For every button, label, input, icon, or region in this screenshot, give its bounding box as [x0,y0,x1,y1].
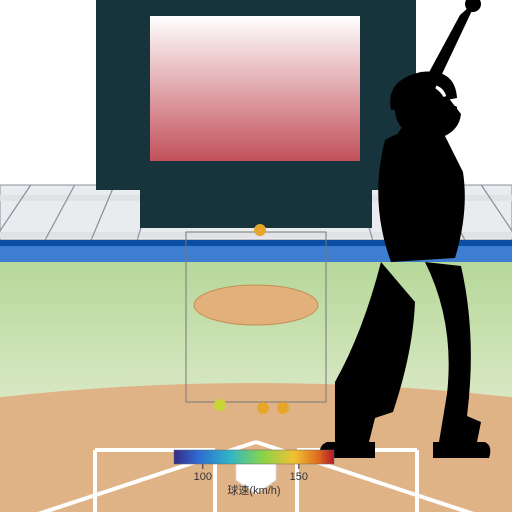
legend-tick-label: 150 [290,471,308,483]
legend-title: 球速(km/h) [227,483,280,497]
scoreboard [96,0,416,228]
legend-tick-label: 100 [194,471,212,483]
pitch-marker [254,224,266,236]
pitch-marker [257,402,269,414]
pitch-location-chart: 100 150 球速(km/h) [0,0,512,512]
pitch-marker [277,402,289,414]
legend-gradient-bar [174,450,334,464]
chart-svg: 100 150 球速(km/h) [0,0,512,512]
pitch-marker [214,399,226,411]
